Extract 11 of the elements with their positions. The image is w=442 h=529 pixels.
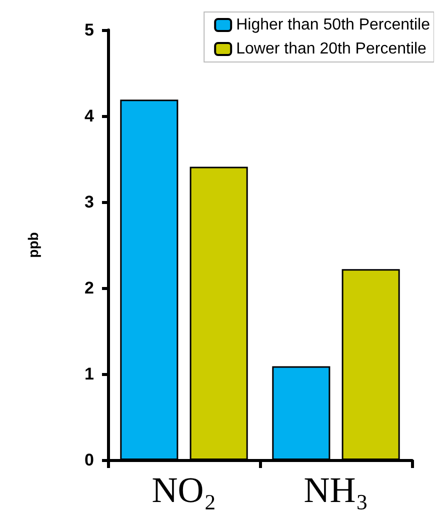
y-tick-label: 4 — [84, 106, 95, 126]
legend-label: Lower than 20th Percentile — [236, 40, 427, 58]
y-axis-title: ppb — [25, 232, 41, 258]
x-tick-label: NH₃ — [304, 470, 368, 510]
x-tick-label: NO₂ — [152, 470, 216, 510]
y-tick-label: 5 — [84, 20, 94, 40]
y-tick-label: 0 — [84, 450, 94, 470]
legend-label: Higher than 50th Percentile — [236, 16, 430, 34]
y-tick-label: 1 — [84, 364, 94, 384]
y-tick-label: 2 — [84, 278, 94, 298]
y-tick-label: 3 — [84, 192, 94, 212]
